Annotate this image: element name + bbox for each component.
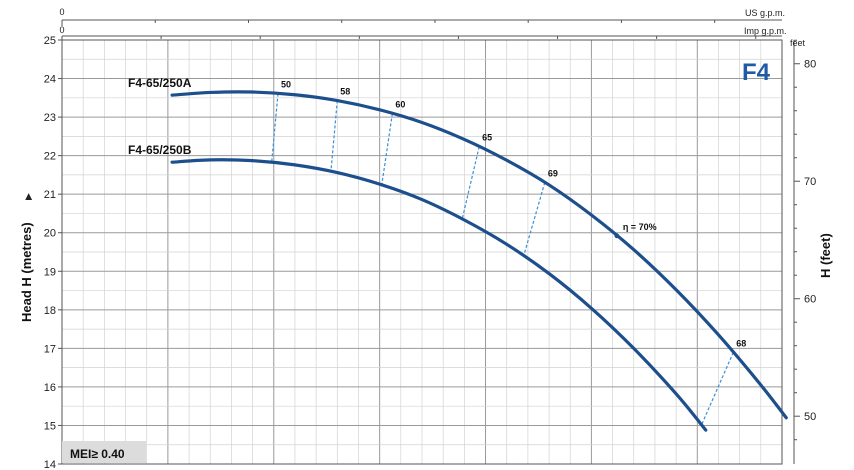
y-tick-label: 18 <box>44 305 56 317</box>
y-tick-label: 16 <box>44 382 56 394</box>
efficiency-label: 50 <box>281 80 291 90</box>
feet-tick-label: 70 <box>804 176 816 188</box>
efficiency-label: 68 <box>736 338 746 348</box>
y-tick-label: 15 <box>44 420 56 432</box>
y-tick-label: 23 <box>44 112 56 124</box>
us-gpm-unit: US g.p.m. <box>745 8 785 18</box>
y-tick-label: 14 <box>44 459 56 470</box>
imp-tick-label: 0 <box>59 25 64 35</box>
efficiency-label: 65 <box>482 133 492 143</box>
efficiency-line <box>700 352 734 426</box>
y-tick-label: 25 <box>44 35 56 47</box>
mei-box <box>62 441 146 463</box>
efficiency-label: 58 <box>340 87 350 97</box>
y-tick-label: 24 <box>44 74 56 86</box>
y-tick-label: 19 <box>44 266 56 278</box>
series-label: F4-65/250B <box>128 143 192 157</box>
series-line <box>170 158 708 432</box>
feet-tick-label: 80 <box>804 59 816 71</box>
imp-gpm-unit: Imp g.p.m. <box>744 26 787 36</box>
efficiency-label: 60 <box>395 100 405 110</box>
y2-axis-unit: feet <box>790 38 806 48</box>
feet-tick-label: 50 <box>804 411 816 423</box>
y-tick-label: 21 <box>44 189 56 201</box>
y-axis-label: Head H (metres) <box>19 222 34 322</box>
y-tick-label: 17 <box>44 343 56 355</box>
feet-tick-label: 60 <box>804 294 816 306</box>
pump-curves: F4-65/250A F4-65/250B <box>128 76 788 432</box>
eta-label: η = 70% <box>623 222 657 232</box>
y-tick-label: 20 <box>44 228 56 240</box>
y-tick-label: 22 <box>44 151 56 163</box>
efficiency-line <box>330 100 338 172</box>
efficiency-line <box>381 113 393 186</box>
chart-labels: F4 MEI≥ 0.40 Head H (metres) ▶ H (feet) … <box>19 8 833 463</box>
efficiency-line <box>461 146 480 220</box>
series-line <box>170 90 788 420</box>
tick-labels: 2524232221201918171615148070605001002003… <box>44 7 817 470</box>
efficiency-label: 69 <box>548 168 558 178</box>
efficiency-line <box>523 182 546 257</box>
us-tick-label: 0 <box>59 7 64 17</box>
series-label: F4-65/250A <box>128 76 192 90</box>
grid <box>61 39 783 465</box>
y-axis-arrow: ▶ <box>23 193 33 200</box>
efficiency-line <box>271 93 279 163</box>
chart-badge: F4 <box>742 59 771 86</box>
mei-label: MEI≥ 0.40 <box>70 447 125 461</box>
plot-frame <box>61 39 783 465</box>
y2-axis-label: H (feet) <box>818 233 833 278</box>
